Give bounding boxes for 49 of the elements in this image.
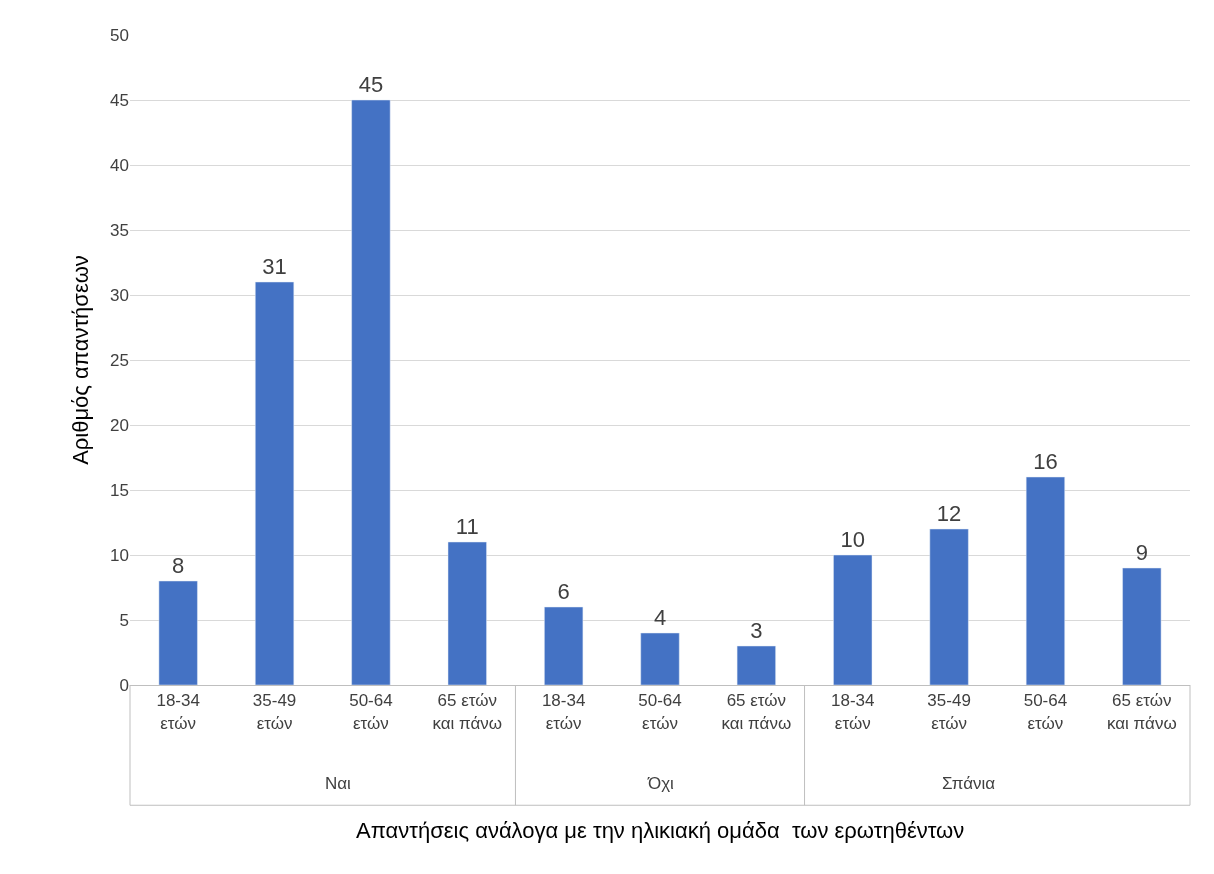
x-tick-label: 18-34 ετών: [830, 691, 875, 733]
bar: [929, 528, 969, 685]
bar: [544, 606, 584, 685]
bar: [351, 99, 391, 685]
data-label: 10: [840, 527, 865, 552]
x-tick-label: 65 ετών και πάνω: [432, 691, 503, 733]
y-tick-label: 25: [110, 350, 129, 370]
x-axis-title: Απαντήσεις ανάλογα με την ηλικιακή ομάδα των ερωτηθέντων: [356, 818, 965, 843]
bar: [1025, 476, 1065, 685]
x-tick-label: 35-49 ετών: [252, 691, 297, 733]
bar: [833, 554, 873, 685]
data-label: 6: [557, 579, 570, 604]
data-label: 16: [1033, 449, 1058, 474]
y-tick-label: 30: [110, 285, 129, 305]
data-label: 4: [653, 605, 667, 630]
data-label: 8: [172, 553, 185, 578]
data-label: 45: [358, 72, 384, 97]
data-label: 11: [455, 514, 479, 539]
bar: [736, 645, 776, 685]
y-tick-label: 45: [110, 90, 129, 110]
x-tick-label: 65 ετών και πάνω: [721, 691, 792, 733]
bar: [640, 632, 680, 685]
y-tick-label: 20: [110, 415, 129, 435]
data-label: 9: [1135, 540, 1148, 565]
x-tick-label: 50-64 ετών: [1023, 691, 1068, 733]
y-tick-label: 40: [110, 155, 129, 175]
text: Σπάνια: [942, 774, 996, 793]
bar: [158, 580, 198, 685]
x-tick-label: 18-34 ετών: [541, 691, 586, 733]
y-tick-label: 10: [110, 545, 129, 565]
text: Όχι: [647, 774, 675, 793]
x-tick-label: 65 ετών και πάνω: [1106, 691, 1177, 733]
x-tick-label: 50-64 ετών: [349, 691, 393, 733]
bar: [447, 541, 487, 685]
y-tick-label: 35: [110, 220, 129, 240]
bar: [255, 281, 295, 685]
y-tick-label: 0: [119, 675, 129, 695]
x-tick-label: 18-34 ετών: [156, 691, 200, 733]
data-label: 3: [750, 618, 763, 643]
y-tick-label: 50: [110, 25, 129, 45]
x-tick-label: 35-49 ετών: [927, 691, 971, 733]
y-axis-title: Αριθμός απαντήσεων: [67, 255, 93, 465]
y-tick-label: 5: [119, 610, 129, 630]
data-label: 12: [936, 501, 962, 526]
text: Ναι: [325, 774, 352, 793]
bar: [1122, 567, 1162, 685]
data-label: 31: [262, 254, 287, 279]
y-tick-label: 15: [110, 480, 129, 500]
x-tick-label: 50-64 ετών: [638, 691, 682, 733]
